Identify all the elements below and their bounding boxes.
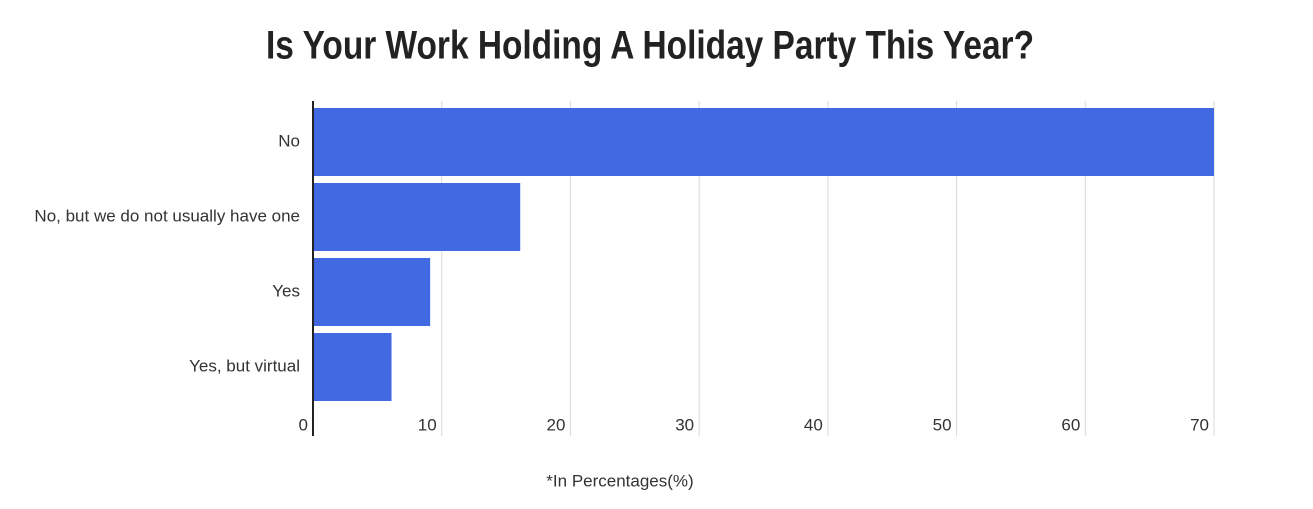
y-tick-label: No [278, 131, 300, 150]
bar [313, 108, 1214, 176]
chart-title: Is Your Work Holding A Holiday Party Thi… [266, 24, 1034, 68]
x-tick-label: 50 [933, 415, 952, 434]
x-tick-label: 60 [1061, 415, 1080, 434]
bar [313, 333, 392, 401]
x-tick-label: 30 [675, 415, 694, 434]
x-tick-label: 70 [1190, 415, 1209, 434]
x-tick-label: 10 [418, 415, 437, 434]
x-tick-label: 0 [299, 415, 308, 434]
x-axis-label: *In Percentages(%) [546, 471, 693, 490]
bar [313, 183, 521, 251]
bar [313, 258, 431, 326]
x-tick-label: 20 [547, 415, 566, 434]
y-tick-label: No, but we do not usually have one [34, 206, 300, 225]
y-tick-label: Yes [272, 281, 300, 300]
y-tick-label: Yes, but virtual [189, 356, 300, 375]
x-tick-label: 40 [804, 415, 823, 434]
